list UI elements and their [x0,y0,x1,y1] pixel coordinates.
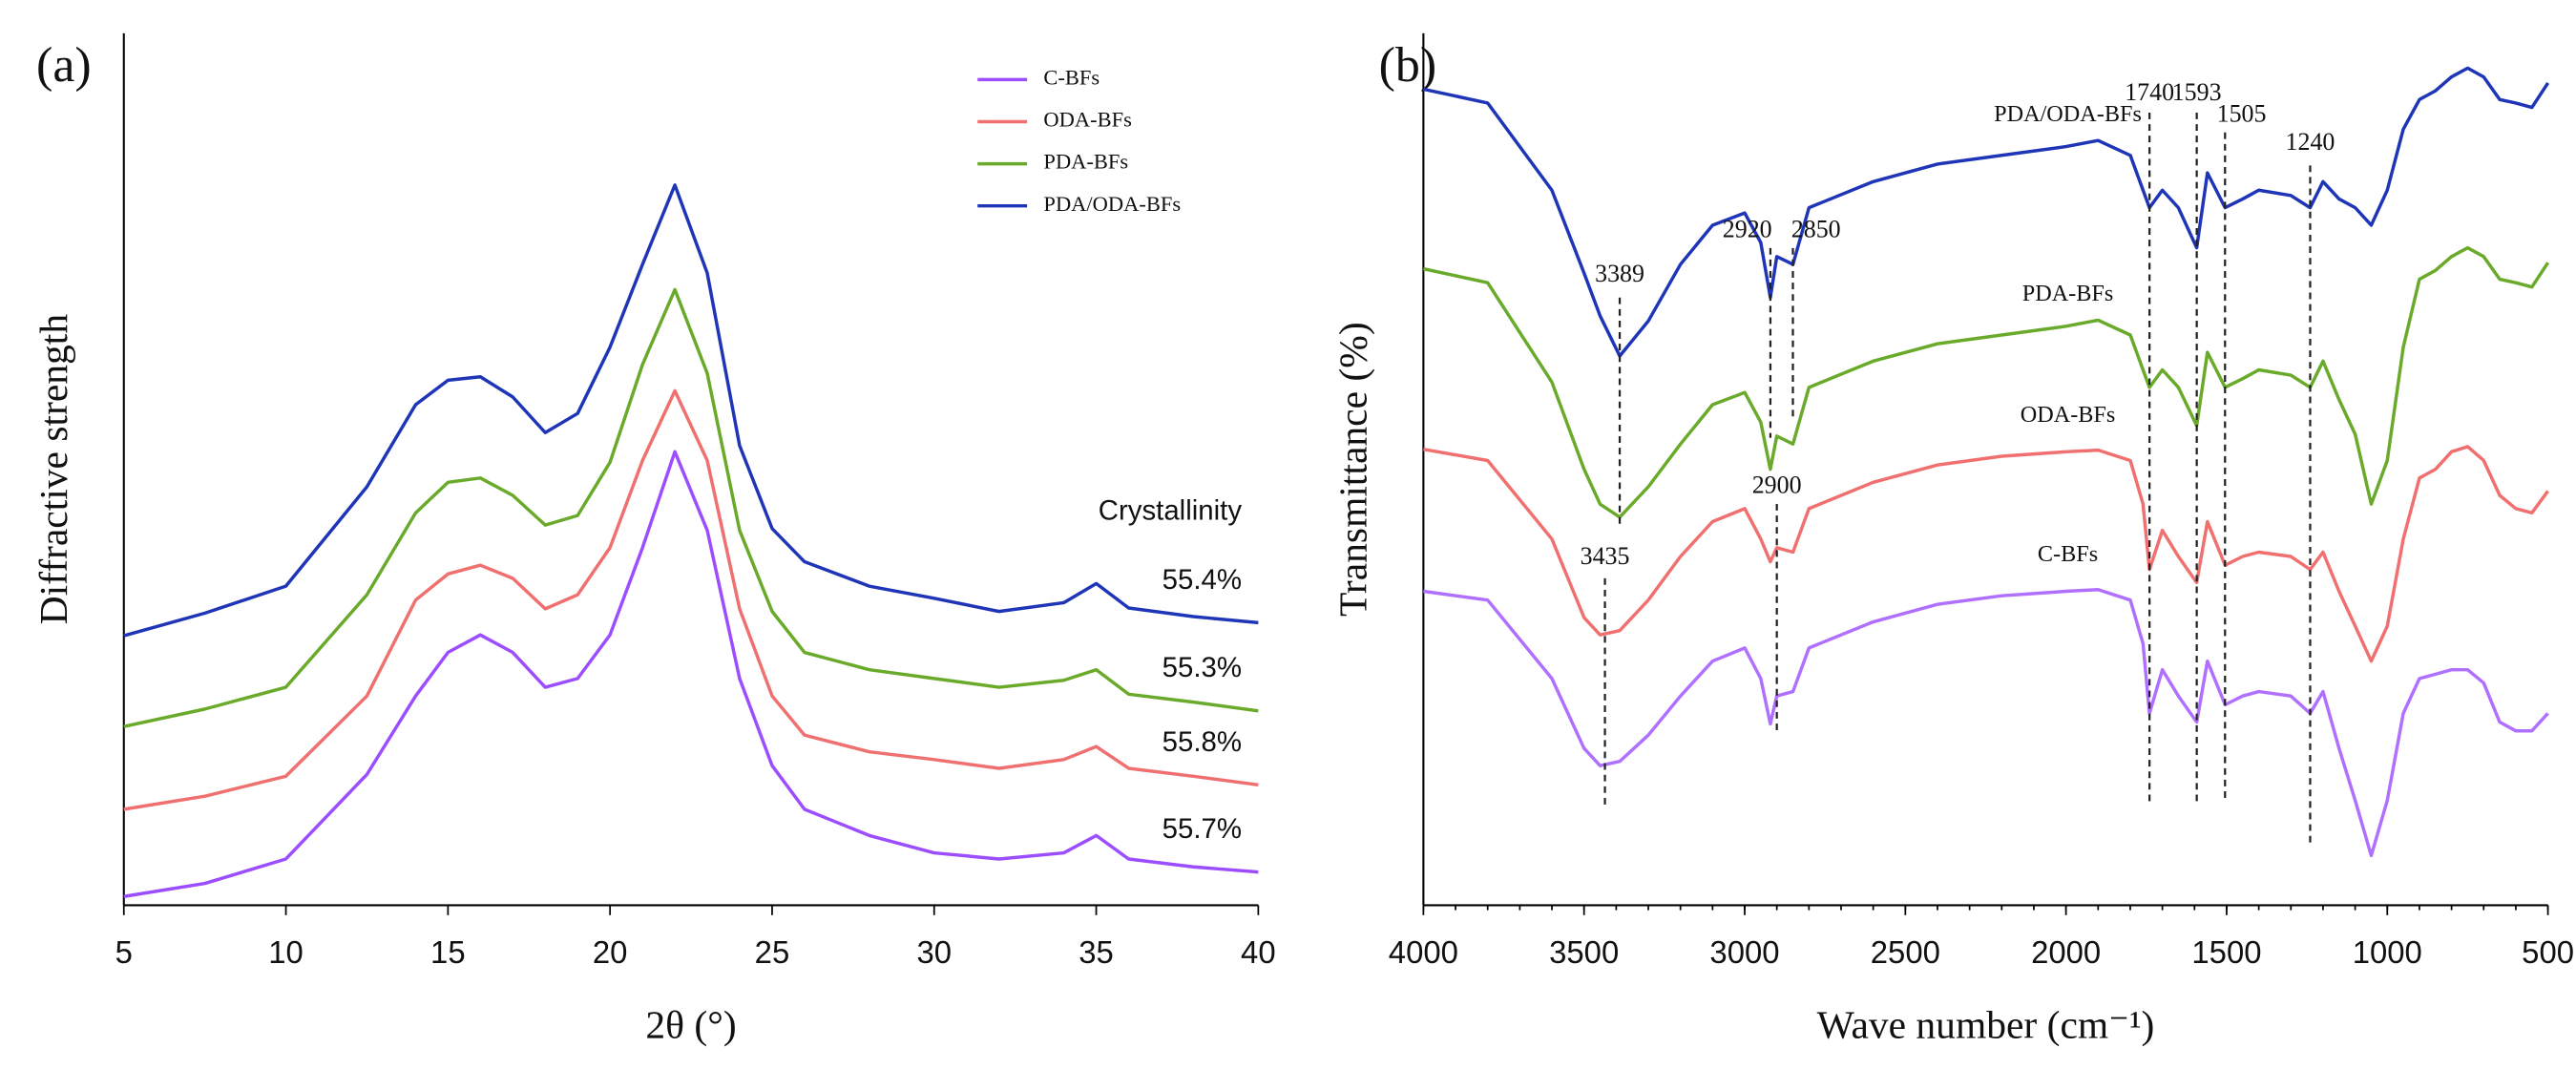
legend-label: PDA/ODA-BFs [1043,192,1181,216]
legend-label: ODA-BFs [1043,108,1131,132]
x-axis-label: 2θ (°) [645,1003,736,1048]
crystallinity-label: 55.4% [1162,564,1242,596]
series-line [1423,66,2550,358]
x-tick-label: 3000 [1709,934,1779,970]
peak-label: 1505 [2217,99,2267,127]
x-tick-label: 4000 [1389,934,1458,970]
y-axis-label: Transmittance (%) [1331,322,1376,617]
crystallinity-label: 55.8% [1162,726,1242,758]
series-line [123,450,1259,898]
series-line [1423,588,2549,858]
crystallinity-label: 55.3% [1162,652,1242,683]
x-tick-label: 30 [916,934,952,970]
x-tick-label: 40 [1241,934,1276,970]
x-tick-label: 2500 [1871,934,1940,970]
series-label: PDA-BFs [2022,281,2114,306]
x-tick-label: 500 [2522,934,2574,970]
x-tick-label: 1000 [2353,934,2422,970]
series-line [1423,245,2550,519]
series-line [1423,445,2549,663]
annotation-title: Crystallinity [1099,494,1243,526]
x-tick-label: 35 [1079,934,1114,970]
peak-label: 2850 [1791,215,1841,242]
panel-label: (a) [36,38,92,93]
x-tick-label: 1500 [2191,934,2261,970]
peak-label: 1740 [2125,78,2174,106]
peak-label: 2900 [1752,472,1802,499]
x-tick-label: 5 [115,934,133,970]
series-line [123,287,1259,728]
series-label: ODA-BFs [2021,402,2116,428]
crystallinity-label: 55.7% [1162,813,1242,845]
peak-label: 3435 [1581,542,1630,570]
legend-label: C-BFs [1043,66,1100,90]
series-line [123,388,1259,811]
peak-label: 2920 [1723,215,1772,242]
peak-label: 3389 [1595,260,1644,287]
x-tick-label: 15 [430,934,466,970]
legend-label: PDA-BFs [1043,150,1128,174]
x-tick-label: 25 [755,934,790,970]
peak-label: 1593 [2172,78,2222,106]
series-line [123,183,1259,638]
series-label: C-BFs [2038,541,2098,567]
x-axis-label: Wave number (cm⁻¹) [1817,1003,2155,1048]
y-axis-label: Diffractive strength [31,314,75,625]
x-tick-label: 3500 [1549,934,1619,970]
series-label: PDA/ODA-BFs [1994,101,2142,127]
panel-label: (b) [1379,38,1437,93]
x-tick-label: 20 [593,934,628,970]
x-tick-label: 10 [268,934,304,970]
peak-label: 1240 [2286,128,2335,156]
x-tick-label: 2000 [2031,934,2101,970]
